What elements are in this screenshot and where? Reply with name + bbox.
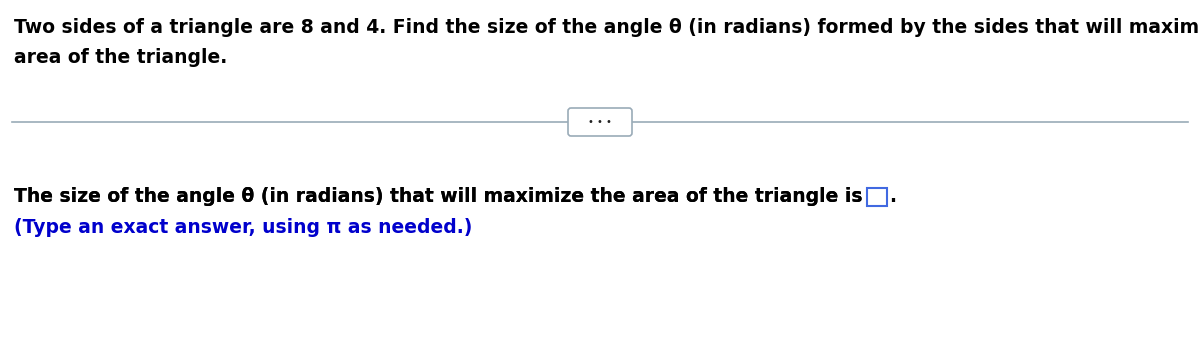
Text: The size of the angle θ (in radians) that will maximize the area of the triangle: The size of the angle θ (in radians) tha… (14, 187, 863, 206)
Text: The size of the angle θ (in radians) that will maximize the area of the triangle: The size of the angle θ (in radians) tha… (14, 187, 863, 206)
Text: area of the triangle.: area of the triangle. (14, 48, 227, 67)
Text: .: . (889, 187, 896, 207)
FancyBboxPatch shape (866, 188, 887, 206)
Text: • • •: • • • (588, 117, 612, 127)
Text: Two sides of a triangle are 8 and 4. Find the size of the angle θ (in radians) f: Two sides of a triangle are 8 and 4. Fin… (14, 18, 1200, 37)
Text: (Type an exact answer, using π as needed.): (Type an exact answer, using π as needed… (14, 218, 473, 237)
FancyBboxPatch shape (568, 108, 632, 136)
